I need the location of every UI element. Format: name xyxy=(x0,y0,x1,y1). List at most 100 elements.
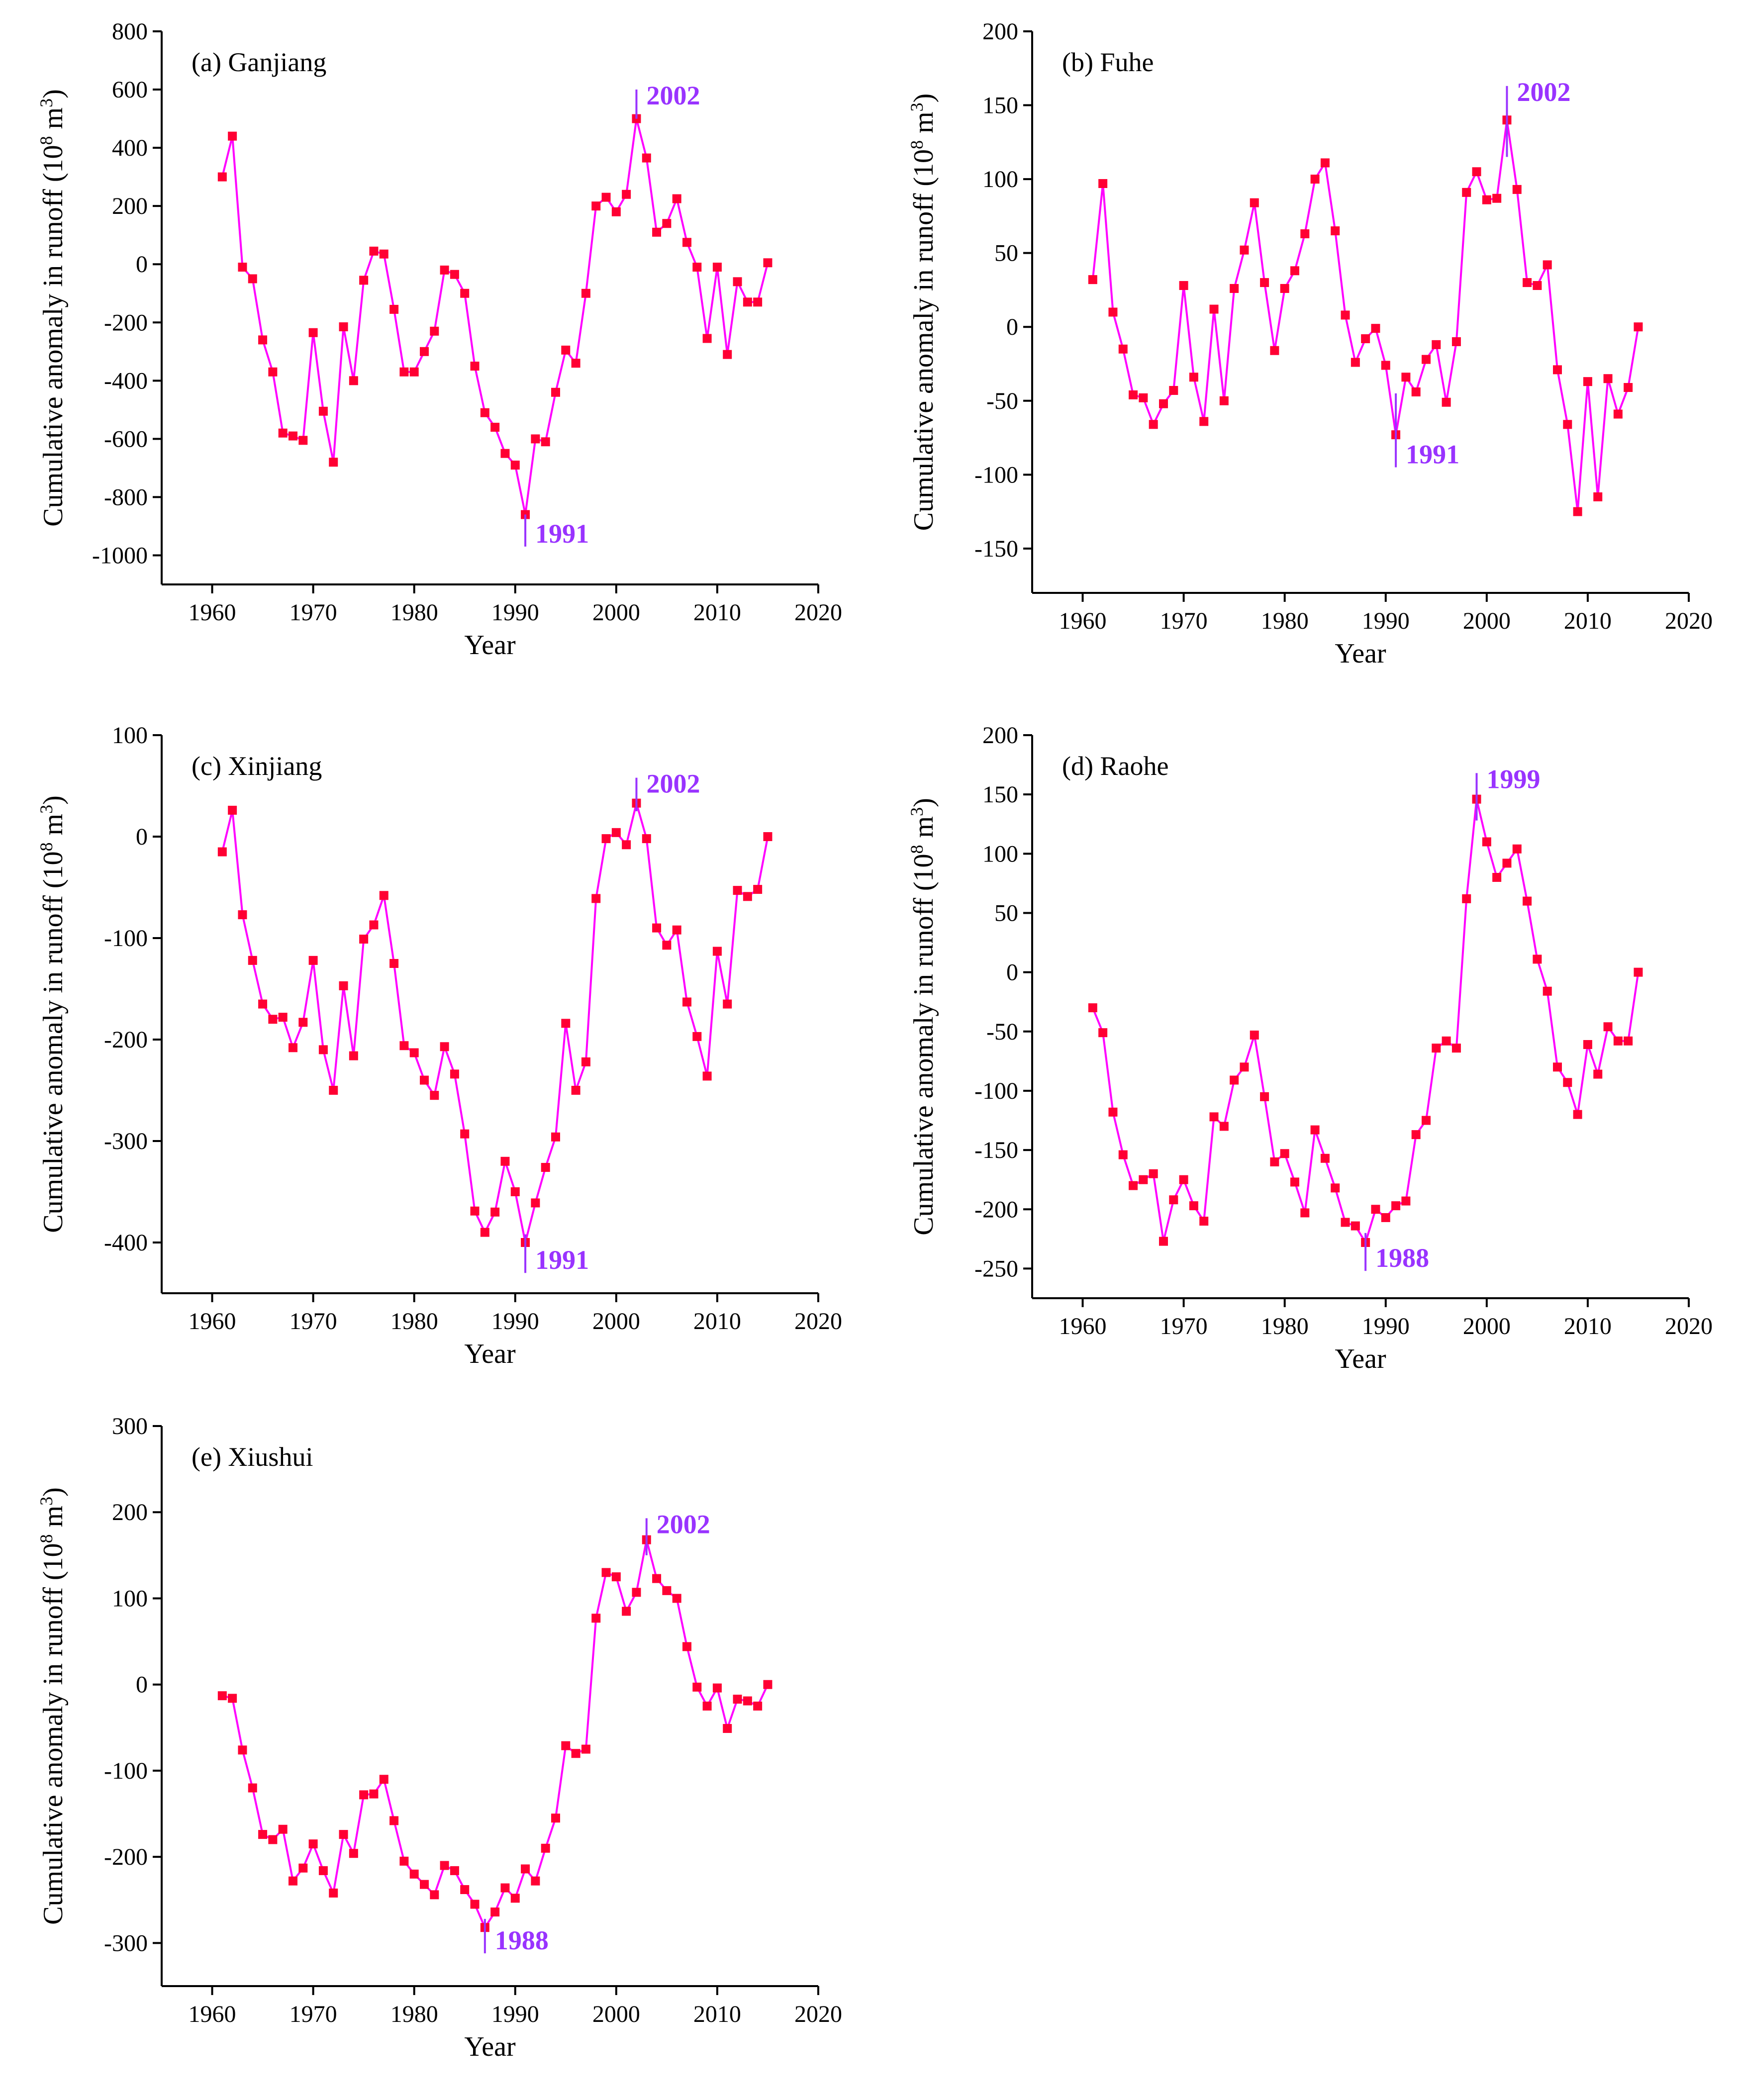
panel-xinjiang: -400 -300 -200 -100 0 100 1960 1970 1980 1990 2000… xyxy=(36,722,842,1369)
x-tick-label: 2020 xyxy=(794,1308,842,1335)
data-point xyxy=(1230,284,1239,293)
annotation-label: 2002 xyxy=(646,81,700,110)
data-point xyxy=(1492,872,1502,882)
y-tick-label: -300 xyxy=(104,1128,148,1154)
panel-raohe: -250 -200 -150 -100 -50 0 50 100 150 200 1960 1970 1… xyxy=(907,722,1713,1374)
x-tick-label: 2000 xyxy=(592,599,640,626)
y-tick-label: 200 xyxy=(112,1499,148,1526)
data-point xyxy=(1108,1107,1118,1117)
data-point xyxy=(1189,373,1198,382)
data-point xyxy=(1442,397,1451,407)
data-point xyxy=(682,997,691,1007)
data-point xyxy=(339,1830,348,1839)
data-point xyxy=(490,1207,500,1217)
x-tick-label: 2000 xyxy=(1463,608,1511,634)
data-point xyxy=(1179,281,1188,290)
data-point xyxy=(1411,387,1421,396)
data-point xyxy=(389,304,399,314)
series-line xyxy=(1091,119,1640,513)
y-tick-label: -300 xyxy=(104,1930,148,1956)
x-tick-label: 2010 xyxy=(693,2001,741,2027)
data-point xyxy=(1634,967,1643,977)
data-point xyxy=(1240,1062,1249,1072)
data-point xyxy=(308,955,318,965)
data-point xyxy=(1118,1150,1128,1159)
data-point xyxy=(622,840,631,850)
panel-title: (c) Xinjiang xyxy=(192,751,322,781)
panel-title: (d) Raohe xyxy=(1062,751,1168,781)
panel-title: (e) Xiushui xyxy=(192,1442,313,1472)
data-point xyxy=(531,1876,540,1886)
data-point xyxy=(1523,278,1532,287)
data-point xyxy=(329,1888,338,1898)
data-point xyxy=(1583,377,1592,386)
data-point xyxy=(682,238,691,247)
y-tick-label: -150 xyxy=(974,536,1018,562)
data-point xyxy=(1613,409,1623,419)
data-point xyxy=(1129,390,1138,399)
data-point xyxy=(349,1051,358,1060)
annotation-label: 2002 xyxy=(1517,77,1570,107)
data-point xyxy=(581,1057,590,1066)
data-point xyxy=(712,1683,722,1693)
y-axis-title: Cumulative anomaly in runoff (108 m3) xyxy=(907,798,939,1235)
data-point xyxy=(430,1890,439,1900)
data-point xyxy=(733,886,742,895)
y-tick-label: 100 xyxy=(112,1585,148,1612)
y-tick-label: -100 xyxy=(974,1078,1018,1104)
y-tick-label: 50 xyxy=(994,900,1018,926)
data-point xyxy=(1422,1116,1431,1125)
x-tick-label: 2020 xyxy=(1665,1313,1713,1339)
x-tick-label: 1960 xyxy=(1059,608,1107,634)
x-tick-label: 2000 xyxy=(1463,1313,1511,1339)
data-point xyxy=(329,458,338,467)
data-point xyxy=(318,406,328,416)
data-point xyxy=(1523,896,1532,906)
data-point xyxy=(1482,195,1491,204)
y-tick-label: -400 xyxy=(104,1230,148,1256)
data-point xyxy=(1472,167,1481,177)
data-point xyxy=(581,1744,590,1754)
y-tick-label: 600 xyxy=(112,77,148,103)
data-point xyxy=(1250,198,1259,207)
x-tick-label: 1960 xyxy=(189,599,236,626)
data-point xyxy=(420,1880,429,1889)
y-tick-label: 150 xyxy=(982,781,1018,808)
data-point xyxy=(349,1849,358,1858)
data-point xyxy=(1391,1201,1401,1211)
data-point xyxy=(389,959,399,968)
y-tick-label: 200 xyxy=(982,18,1018,45)
y-tick-label: 0 xyxy=(136,251,148,278)
y-tick-label: 0 xyxy=(1006,959,1018,986)
data-point xyxy=(1543,986,1552,996)
data-point xyxy=(1260,1092,1269,1101)
y-axis-title: Cumulative anomaly in runoff (108 m3) xyxy=(907,94,939,531)
data-point xyxy=(672,194,681,203)
annotation-label: 2002 xyxy=(646,769,700,799)
data-point xyxy=(278,1013,288,1022)
data-point xyxy=(1351,358,1360,367)
annotation-label: 1991 xyxy=(1406,439,1459,469)
data-point xyxy=(409,367,419,377)
data-point xyxy=(551,1132,560,1142)
data-point xyxy=(1583,1040,1592,1050)
x-tick-label: 2010 xyxy=(693,599,741,626)
data-point xyxy=(712,263,722,272)
data-point xyxy=(1098,179,1108,189)
data-point xyxy=(217,847,227,857)
data-point xyxy=(571,1086,580,1095)
data-point xyxy=(702,334,712,343)
data-point xyxy=(308,1839,318,1849)
data-point xyxy=(510,1894,520,1903)
data-point xyxy=(1280,284,1289,293)
data-point xyxy=(1129,1181,1138,1190)
data-point xyxy=(248,955,257,965)
x-tick-label: 1980 xyxy=(1261,608,1309,634)
data-point xyxy=(591,1614,601,1623)
data-point xyxy=(753,297,763,307)
data-point xyxy=(1149,1169,1158,1178)
data-point xyxy=(510,1187,520,1196)
panel-fuhe: -150 -100 -50 0 50 100 150 200 1960 1970 1980 1990 2… xyxy=(907,18,1713,669)
data-point xyxy=(399,367,409,377)
panel-title: (b) Fuhe xyxy=(1062,47,1154,77)
